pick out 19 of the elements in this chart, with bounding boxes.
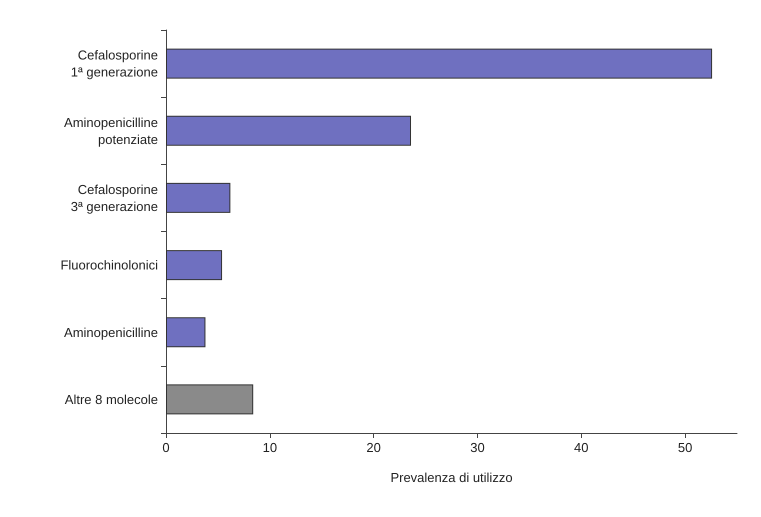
bar <box>166 182 230 213</box>
x-tick-label: 30 <box>470 440 485 455</box>
x-tick-label: 10 <box>262 440 278 455</box>
y-tick-label: Cefalosporine 1ª generazione <box>70 48 158 80</box>
x-tick-label: 50 <box>678 440 692 455</box>
bar <box>166 116 412 146</box>
y-tick-label: Fluorochinolonici <box>60 258 158 273</box>
bar <box>166 48 712 79</box>
y-tick-label: Cefalosporine 3ª generazione <box>70 182 158 214</box>
y-tick-label: Aminopenicilline <box>64 324 158 340</box>
x-tick-label: 20 <box>366 440 381 455</box>
y-tick-label: Aminopenicilline potenziate <box>64 114 158 147</box>
bar <box>166 317 206 348</box>
x-tick-label: 0 <box>162 440 170 455</box>
bar <box>166 250 222 280</box>
x-axis-title: Prevalenza di utilizzo <box>390 470 513 485</box>
bar <box>166 384 254 414</box>
y-tick-label: Altre 8 molecole <box>64 392 158 407</box>
x-tick-label: 40 <box>574 440 589 455</box>
